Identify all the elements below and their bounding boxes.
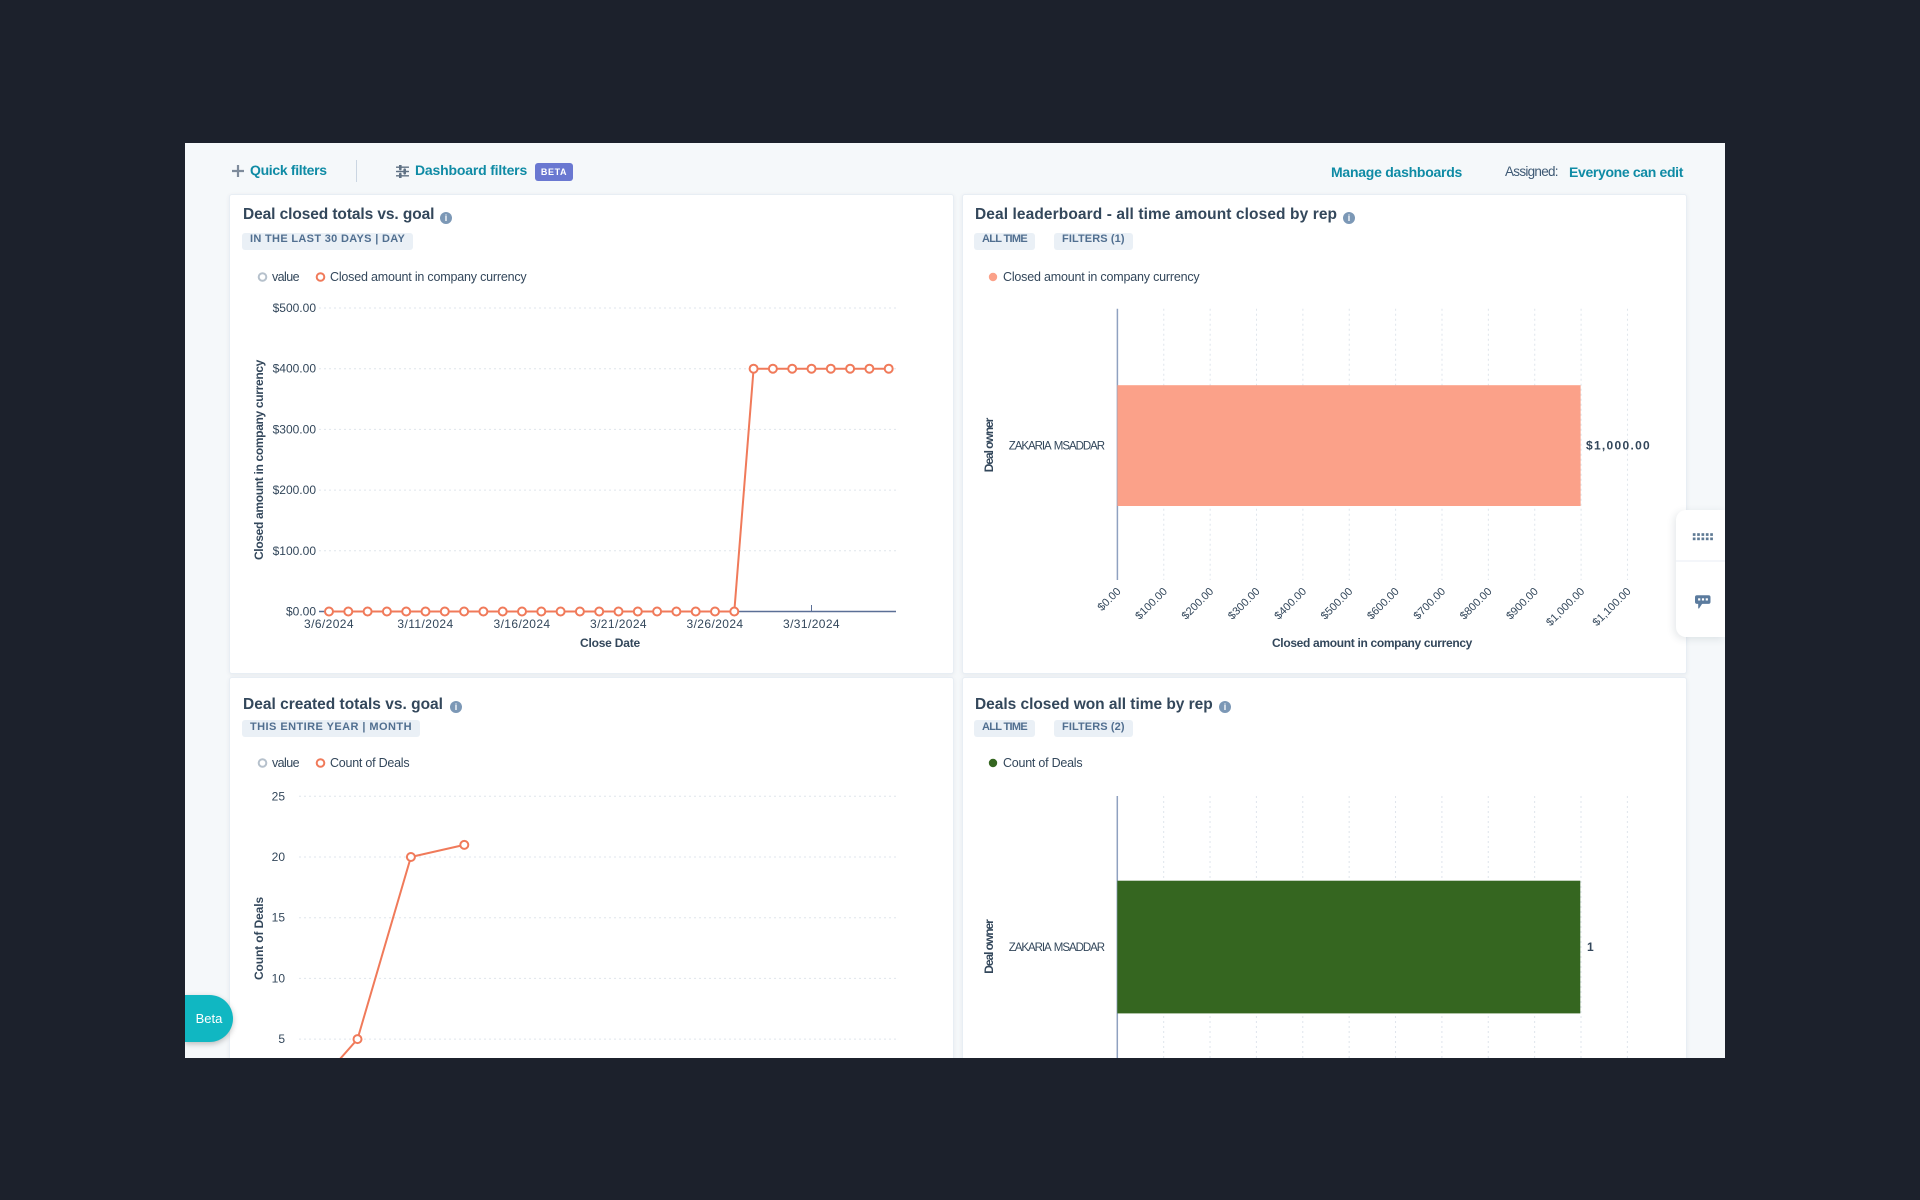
svg-text:$1,000.00: $1,000.00 — [1544, 586, 1587, 629]
svg-text:Deal owner: Deal owner — [982, 417, 996, 472]
svg-text:Count of Deals: Count of Deals — [252, 897, 266, 980]
svg-text:$300.00: $300.00 — [273, 422, 317, 436]
svg-text:$400.00: $400.00 — [273, 362, 317, 376]
svg-text:ZAKARIA MSADDAR: ZAKARIA MSADDAR — [1009, 942, 1105, 954]
svg-text:$800.00: $800.00 — [1458, 586, 1495, 623]
svg-text:20: 20 — [272, 850, 286, 864]
svg-text:3/11/2024: 3/11/2024 — [397, 617, 453, 631]
svg-text:$300.00: $300.00 — [1226, 586, 1263, 623]
svg-text:Closed amount in company curre: Closed amount in company currency — [1003, 270, 1200, 284]
svg-text:Closed amount in company curre: Closed amount in company currency — [330, 270, 527, 284]
svg-text:$900.00: $900.00 — [1504, 586, 1541, 623]
svg-text:$400.00: $400.00 — [1272, 586, 1309, 623]
svg-text:$0.00: $0.00 — [286, 605, 316, 619]
svg-text:5: 5 — [278, 1032, 285, 1046]
svg-text:$500.00: $500.00 — [1319, 586, 1356, 623]
svg-text:$500.00: $500.00 — [273, 301, 317, 315]
svg-text:10: 10 — [272, 971, 286, 985]
svg-text:Close Date: Close Date — [580, 636, 641, 650]
svg-text:3/31/2024: 3/31/2024 — [783, 617, 840, 631]
svg-text:$100.00: $100.00 — [273, 544, 317, 558]
svg-text:$100.00: $100.00 — [1133, 586, 1170, 623]
svg-text:$1,000.00: $1,000.00 — [1586, 439, 1651, 453]
svg-text:$600.00: $600.00 — [1365, 586, 1402, 623]
svg-text:$700.00: $700.00 — [1412, 586, 1449, 623]
svg-text:$0.00: $0.00 — [1096, 586, 1124, 614]
svg-text:3/6/2024: 3/6/2024 — [304, 617, 354, 631]
svg-text:Closed amount in company curre: Closed amount in company currency — [252, 359, 266, 560]
svg-text:Count of Deals: Count of Deals — [1003, 756, 1082, 770]
svg-text:$1,100.00: $1,100.00 — [1591, 586, 1634, 629]
svg-text:value: value — [272, 756, 300, 770]
svg-text:Closed amount in company curre: Closed amount in company currency — [1272, 636, 1473, 650]
svg-text:$200.00: $200.00 — [1180, 586, 1217, 623]
svg-text:Deal owner: Deal owner — [982, 919, 996, 974]
svg-text:3/21/2024: 3/21/2024 — [590, 617, 647, 631]
svg-text:1: 1 — [1587, 940, 1594, 954]
svg-text:Count of Deals: Count of Deals — [330, 756, 409, 770]
svg-text:value: value — [272, 270, 300, 284]
svg-text:ZAKARIA MSADDAR: ZAKARIA MSADDAR — [1009, 441, 1105, 453]
svg-text:25: 25 — [272, 789, 286, 803]
svg-text:3/16/2024: 3/16/2024 — [493, 617, 550, 631]
svg-text:$200.00: $200.00 — [273, 483, 317, 497]
svg-text:3/26/2024: 3/26/2024 — [686, 617, 743, 631]
svg-text:15: 15 — [272, 911, 286, 925]
